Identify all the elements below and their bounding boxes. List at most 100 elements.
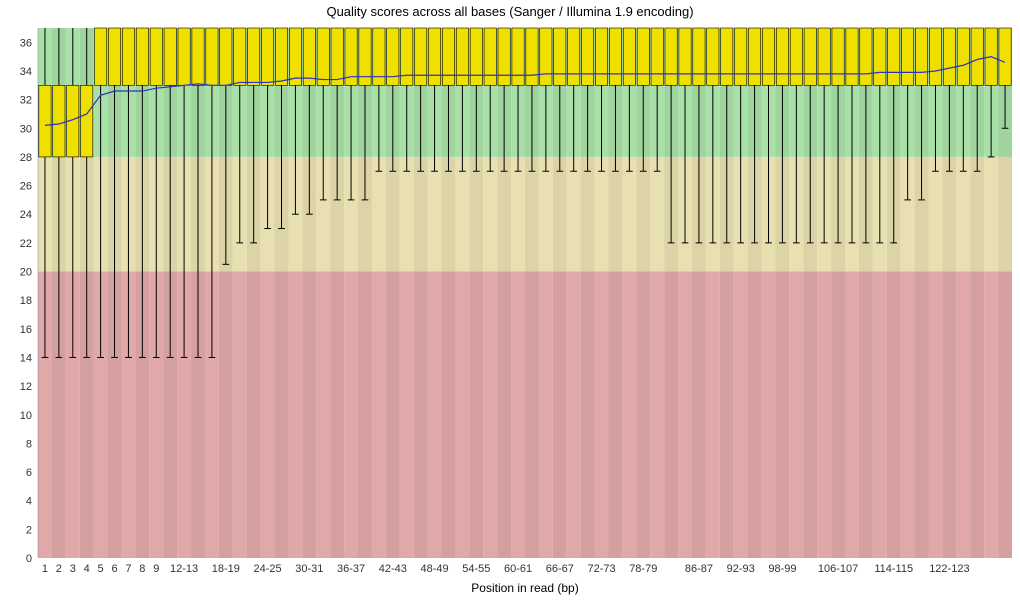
box (122, 28, 134, 85)
x-tick-label: 6 (111, 563, 117, 575)
x-tick-label: 36-37 (337, 563, 365, 575)
box (192, 28, 204, 85)
box (888, 28, 900, 85)
box (748, 28, 760, 85)
zone-stripe (789, 272, 803, 558)
zone-stripe-dark (915, 272, 929, 558)
box (261, 28, 273, 85)
box (289, 28, 301, 85)
x-tick-label: 106-107 (818, 563, 858, 575)
zone-stripe (595, 272, 609, 558)
box (874, 28, 886, 85)
zone-stripe-dark (859, 272, 873, 558)
x-tick-label: 54-55 (462, 563, 490, 575)
x-tick-label: 12-13 (170, 563, 198, 575)
zone-stripe (372, 157, 386, 272)
y-tick-label: 18 (20, 295, 32, 307)
box (178, 28, 190, 85)
box (470, 28, 482, 85)
zone-stripe-dark (608, 157, 622, 272)
box (415, 28, 427, 85)
zone-stripe (372, 272, 386, 558)
zone-stripe (261, 272, 275, 558)
zone-stripe (344, 272, 358, 558)
zone-stripe-dark (358, 272, 372, 558)
box (568, 28, 580, 85)
zone-stripe-dark (720, 272, 734, 558)
box (679, 28, 691, 85)
box (164, 28, 176, 85)
y-tick-label: 22 (20, 238, 32, 250)
zone-stripe-dark (942, 157, 956, 272)
y-tick-label: 2 (26, 524, 32, 536)
y-tick-label: 34 (20, 66, 32, 78)
zone-stripe (901, 272, 915, 558)
box (331, 28, 343, 85)
box (735, 28, 747, 85)
zone-stripe (622, 272, 636, 558)
zone-stripe-dark (636, 272, 650, 558)
x-tick-label: 5 (98, 563, 104, 575)
y-tick-label: 6 (26, 467, 32, 479)
zone-stripe (706, 272, 720, 558)
zone-stripe (956, 272, 970, 558)
zone-stripe (455, 272, 469, 558)
y-tick-label: 20 (20, 267, 32, 279)
zone-stripe-dark (525, 272, 539, 558)
box (693, 28, 705, 85)
x-tick-label: 92-93 (727, 563, 755, 575)
zone-stripe (595, 157, 609, 272)
zone-stripe (511, 272, 525, 558)
x-tick-label: 98-99 (768, 563, 796, 575)
box (234, 28, 246, 85)
x-tick-label: 7 (125, 563, 131, 575)
y-tick-label: 30 (20, 123, 32, 135)
y-tick-label: 4 (26, 496, 32, 508)
zone-stripe (483, 272, 497, 558)
zone-stripe-dark (581, 157, 595, 272)
zone-stripe (455, 157, 469, 272)
box (762, 28, 774, 85)
x-tick-label: 1 (42, 563, 48, 575)
x-tick-label: 48-49 (420, 563, 448, 575)
zone-stripe (400, 272, 414, 558)
box (401, 28, 413, 85)
box (665, 28, 677, 85)
box (39, 85, 51, 157)
box (94, 28, 106, 85)
box (595, 28, 607, 85)
zone-stripe (817, 272, 831, 558)
zone-stripe-dark (553, 157, 567, 272)
box (776, 28, 788, 85)
box (442, 28, 454, 85)
x-tick-label: 30-31 (295, 563, 323, 575)
box (818, 28, 830, 85)
zone-stripe (483, 157, 497, 272)
box (220, 28, 232, 85)
zone-stripe-dark (692, 272, 706, 558)
zone-stripe-dark (942, 272, 956, 558)
zone-stripe (567, 272, 581, 558)
box (846, 28, 858, 85)
x-tick-label: 114-115 (874, 563, 913, 575)
zone-stripe (650, 272, 664, 558)
box (929, 28, 941, 85)
zone-stripe (929, 272, 943, 558)
zone-stripe-dark (831, 272, 845, 558)
zone-stripe-dark (608, 272, 622, 558)
x-tick-label: 8 (139, 563, 145, 575)
zone-stripe-dark (970, 157, 984, 272)
box (790, 28, 802, 85)
zone-stripe (734, 272, 748, 558)
box (637, 28, 649, 85)
box (81, 85, 93, 157)
x-tick-label: 72-73 (587, 563, 615, 575)
y-tick-label: 26 (20, 181, 32, 193)
zone-stripe (539, 272, 553, 558)
box (915, 28, 927, 85)
zone-stripe (622, 157, 636, 272)
y-tick-label: 10 (20, 410, 32, 422)
zone-stripe-dark (469, 272, 483, 558)
zone-stripe (650, 157, 664, 272)
zone-stripe-dark (414, 272, 428, 558)
